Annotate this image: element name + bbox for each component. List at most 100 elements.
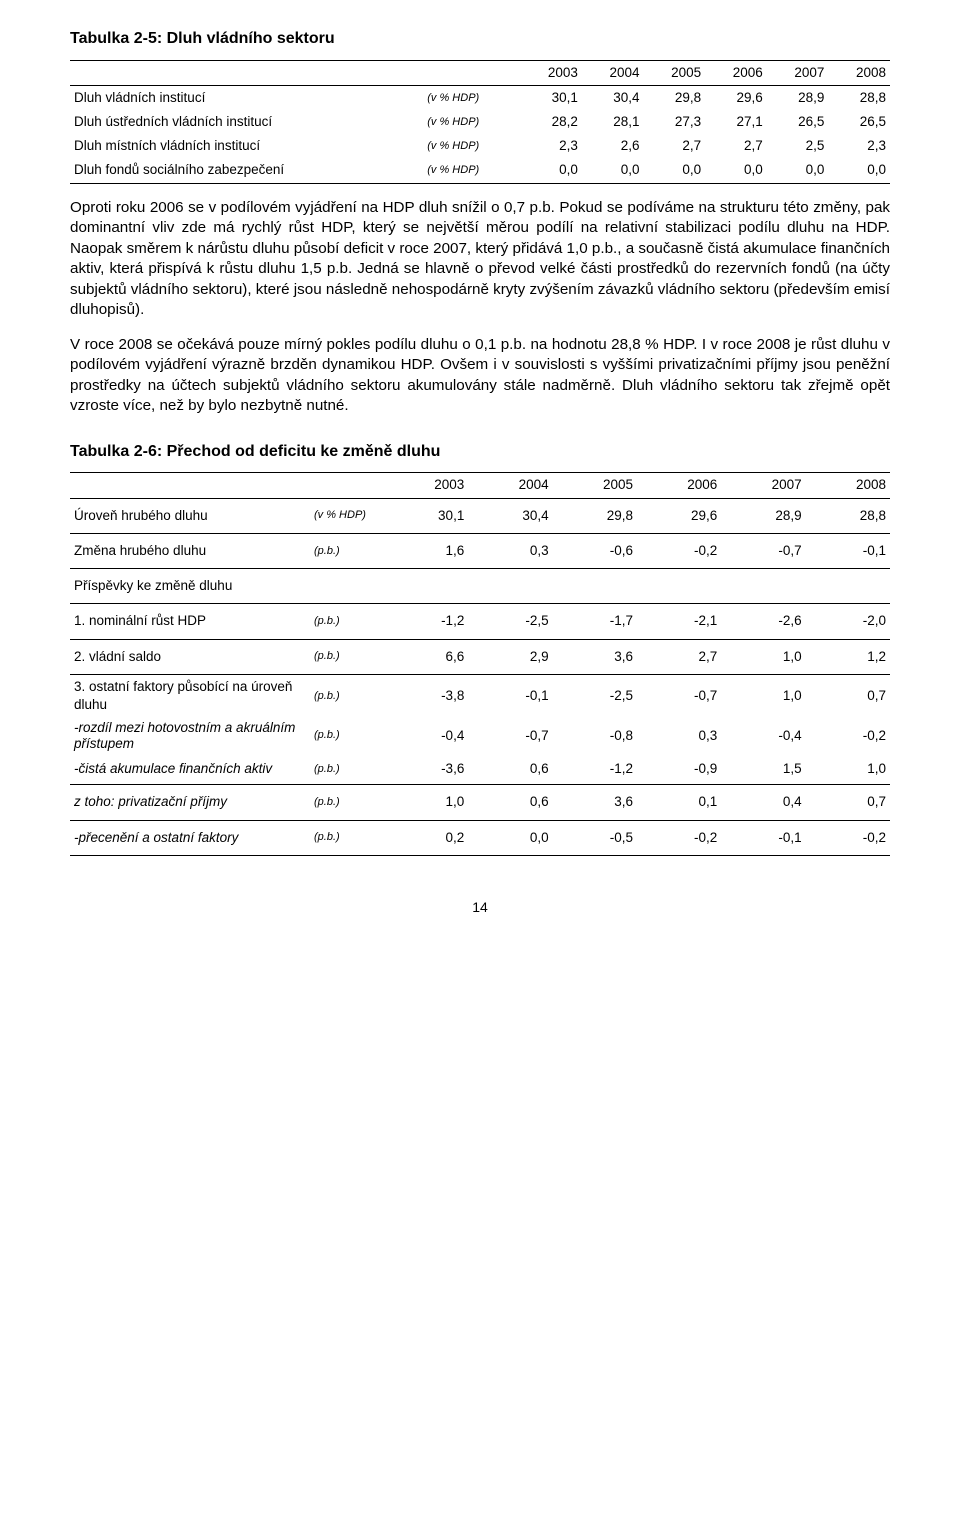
t26-uroven-v3: 29,6 (637, 498, 721, 533)
t26-r1-unit: (p.b.) (310, 604, 384, 639)
t26-r2-v5: 1,2 (806, 639, 890, 674)
t26-r3-label: 3. ostatní faktory působící na úroveň dl… (70, 674, 310, 717)
t26-r1-v3: -2,1 (637, 604, 721, 639)
t26-r1-v2: -1,7 (553, 604, 637, 639)
table-row: Změna hrubého dluhu (p.b.) 1,6 0,3 -0,6 … (70, 533, 890, 568)
t26-r3a-v5: -0,2 (806, 717, 890, 754)
t26-r3b-v2: -1,2 (553, 754, 637, 785)
table-row: Dluh vládních institucí (v % HDP) 30,1 3… (70, 85, 890, 110)
t26-r3a-v4: -0,4 (721, 717, 805, 754)
t26-year-5: 2008 (806, 473, 890, 498)
t26-zmena-v4: -0,7 (721, 533, 805, 568)
t26-prispevky-header: Příspěvky ke změně dluhu (70, 569, 890, 604)
t26-zmena-v5: -0,1 (806, 533, 890, 568)
table-2-6-title: Tabulka 2-6: Přechod od deficitu ke změn… (70, 441, 890, 463)
t26-r2-v4: 1,0 (721, 639, 805, 674)
t25-year-1: 2004 (582, 60, 644, 85)
table-2-5: 2003 2004 2005 2006 2007 2008 Dluh vládn… (70, 60, 890, 184)
t26-r3b1-v1: 0,6 (468, 785, 552, 820)
t26-r3b1-v3: 0,1 (637, 785, 721, 820)
t26-r3c-v4: -0,1 (721, 820, 805, 855)
t26-year-2: 2005 (553, 473, 637, 498)
t26-r3c-v0: 0,2 (384, 820, 468, 855)
t26-r2-v1: 2,9 (468, 639, 552, 674)
t26-uroven-unit: (v % HDP) (310, 498, 384, 533)
t25-year-2: 2005 (644, 60, 706, 85)
t26-r3b1-v0: 1,0 (384, 785, 468, 820)
t25-r0-unit: (v % HDP) (423, 85, 520, 110)
t25-r3-unit: (v % HDP) (423, 158, 520, 183)
t26-zmena-unit: (p.b.) (310, 533, 384, 568)
paragraph-2: V roce 2008 se očekává pouze mírný pokle… (70, 335, 890, 417)
t25-r1-label: Dluh ústředních vládních institucí (70, 110, 423, 134)
t26-r3-v5: 0,7 (806, 674, 890, 717)
t25-r3-v4: 0,0 (767, 158, 829, 183)
t25-r2-label: Dluh místních vládních institucí (70, 134, 423, 158)
t26-year-0: 2003 (384, 473, 468, 498)
t26-year-4: 2007 (721, 473, 805, 498)
t25-r2-v4: 2,5 (767, 134, 829, 158)
t26-r3c-v5: -0,2 (806, 820, 890, 855)
t26-r3a-label: -rozdíl mezi hotovostním a akruálním pří… (70, 717, 310, 754)
t26-r3-v0: -3,8 (384, 674, 468, 717)
table-2-5-title: Tabulka 2-5: Dluh vládního sektoru (70, 28, 890, 50)
t26-uroven-v4: 28,9 (721, 498, 805, 533)
t26-r3c-v1: 0,0 (468, 820, 552, 855)
t25-year-3: 2006 (705, 60, 767, 85)
t25-r0-v5: 28,8 (828, 85, 890, 110)
t26-r2-label: 2. vládní saldo (70, 639, 310, 674)
t25-r2-unit: (v % HDP) (423, 134, 520, 158)
t26-r3b-v4: 1,5 (721, 754, 805, 785)
table-row: Dluh ústředních vládních institucí (v % … (70, 110, 890, 134)
t26-r3b-v0: -3,6 (384, 754, 468, 785)
t26-uroven-v2: 29,8 (553, 498, 637, 533)
t25-r1-v4: 26,5 (767, 110, 829, 134)
t25-r3-v1: 0,0 (582, 158, 644, 183)
t26-r3-unit: (p.b.) (310, 674, 384, 717)
t26-r3b-v3: -0,9 (637, 754, 721, 785)
t26-year-3: 2006 (637, 473, 721, 498)
t26-r3-v4: 1,0 (721, 674, 805, 717)
t25-r1-v2: 27,3 (644, 110, 706, 134)
paragraph-1: Oproti roku 2006 se v podílovém vyjádřen… (70, 198, 890, 321)
t25-year-0: 2003 (520, 60, 582, 85)
t26-r3b1-unit: (p.b.) (310, 785, 384, 820)
t25-r3-v3: 0,0 (705, 158, 767, 183)
t25-r2-v0: 2,3 (520, 134, 582, 158)
table-row: 1. nominální růst HDP (p.b.) -1,2 -2,5 -… (70, 604, 890, 639)
t25-r1-v1: 28,1 (582, 110, 644, 134)
t25-r1-v5: 26,5 (828, 110, 890, 134)
table-row: -přecenění a ostatní faktory (p.b.) 0,2 … (70, 820, 890, 855)
page-number: 14 (70, 898, 890, 917)
t25-r0-v3: 29,6 (705, 85, 767, 110)
t26-r3b-v5: 1,0 (806, 754, 890, 785)
t26-r3a-v0: -0,4 (384, 717, 468, 754)
t25-r1-v0: 28,2 (520, 110, 582, 134)
t25-r2-v5: 2,3 (828, 134, 890, 158)
t25-r2-v1: 2,6 (582, 134, 644, 158)
t26-r3b1-v2: 3,6 (553, 785, 637, 820)
t25-r3-v5: 0,0 (828, 158, 890, 183)
t26-uroven-v1: 30,4 (468, 498, 552, 533)
t26-r1-v4: -2,6 (721, 604, 805, 639)
t25-r1-unit: (v % HDP) (423, 110, 520, 134)
t26-r3c-label: -přecenění a ostatní faktory (70, 820, 310, 855)
t26-r3-v2: -2,5 (553, 674, 637, 717)
t26-r3b-unit: (p.b.) (310, 754, 384, 785)
t26-r1-v5: -2,0 (806, 604, 890, 639)
table-row: z toho: privatizační příjmy (p.b.) 1,0 0… (70, 785, 890, 820)
table-row: Úroveň hrubého dluhu (v % HDP) 30,1 30,4… (70, 498, 890, 533)
table-row: 2. vládní saldo (p.b.) 6,6 2,9 3,6 2,7 1… (70, 639, 890, 674)
t26-r3b1-v4: 0,4 (721, 785, 805, 820)
t26-year-1: 2004 (468, 473, 552, 498)
t26-zmena-v2: -0,6 (553, 533, 637, 568)
t25-r1-v3: 27,1 (705, 110, 767, 134)
t26-r3c-v2: -0,5 (553, 820, 637, 855)
t26-r3c-v3: -0,2 (637, 820, 721, 855)
t25-r0-label: Dluh vládních institucí (70, 85, 423, 110)
t26-r3b1-v5: 0,7 (806, 785, 890, 820)
t26-r3a-v2: -0,8 (553, 717, 637, 754)
t26-zmena-v1: 0,3 (468, 533, 552, 568)
t26-r3a-unit: (p.b.) (310, 717, 384, 754)
table-row: Dluh fondů sociálního zabezpečení (v % H… (70, 158, 890, 183)
